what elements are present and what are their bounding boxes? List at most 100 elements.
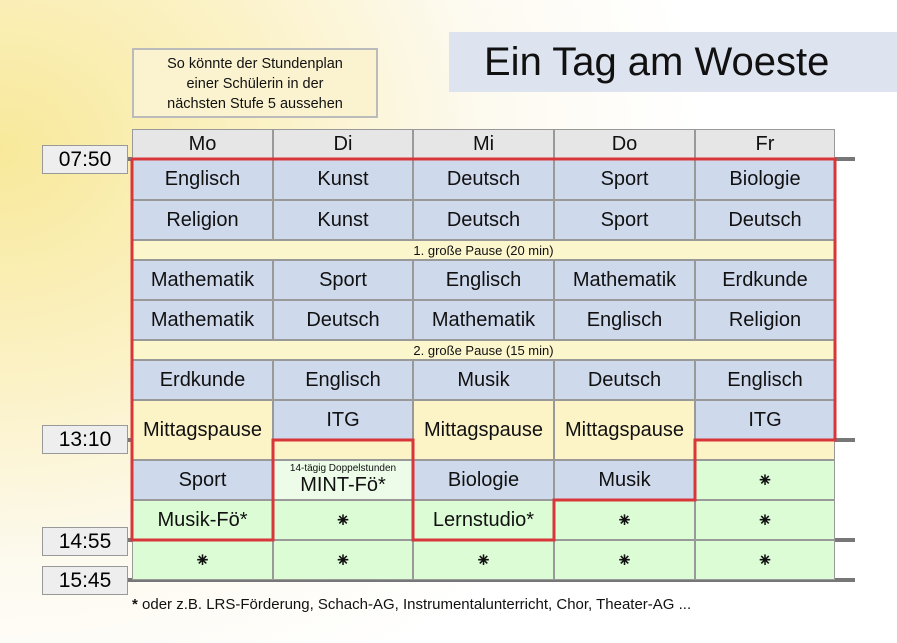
page-title: Ein Tag am Woeste (449, 32, 897, 92)
lesson-cell: Mittagspause (554, 400, 695, 460)
lesson-cell: Deutsch (413, 159, 554, 200)
lesson-cell: Mathematik (132, 300, 273, 340)
activity-placeholder-cell: ⁕ (695, 460, 835, 500)
lesson-cell: ITG (695, 400, 835, 440)
footnote-star: * (132, 596, 138, 613)
cell-text: Religion (166, 208, 239, 231)
lesson-cell: Lernstudio* (413, 500, 554, 540)
lesson-cell: Sport (132, 460, 273, 500)
cell-text: Biologie (729, 168, 801, 190)
lesson-cell: Deutsch (554, 360, 695, 400)
cell-text: Musik-Fö* (157, 508, 248, 531)
cell-text: Englisch (586, 308, 663, 331)
lesson-cell: Englisch (132, 159, 273, 200)
cell-text: ⁕ (334, 549, 352, 572)
lesson-cell: Biologie (413, 460, 554, 500)
break-row: 1. große Pause (20 min) (132, 240, 835, 260)
day-header: Fr (695, 129, 835, 160)
info-note: So könnte der Stundenplan einer Schüleri… (132, 48, 378, 118)
cell-text: Erdkunde (159, 368, 246, 391)
cell-text: Sport (600, 168, 649, 190)
day-header: Di (273, 129, 413, 160)
cell-text: ⁕ (194, 549, 211, 572)
mint-note: 14-tägig Doppelstunden (289, 463, 397, 474)
lesson-cell: Mittagspause (413, 400, 554, 460)
cell-text: Mathematik (572, 268, 677, 291)
note-line: einer Schülerin in der (186, 76, 324, 92)
cell-text: Mittagspause (143, 418, 262, 441)
activity-placeholder-cell: ⁕ (554, 500, 695, 540)
cell-text: Kunst (317, 168, 369, 190)
day-header: Mo (132, 129, 273, 160)
note-line: So könnte der Stundenplan (167, 56, 343, 72)
lesson-cell: Religion (132, 200, 273, 240)
activity-placeholder-cell: ⁕ (695, 540, 835, 580)
lesson-cell: Musik (413, 360, 554, 400)
cell-text: Mathematik (150, 268, 255, 291)
break-row: 2. große Pause (15 min) (132, 340, 835, 360)
cell-text: Sport (319, 268, 367, 291)
time-line (128, 578, 855, 582)
cell-text: Musik (598, 468, 651, 491)
lesson-cell: Erdkunde (132, 360, 273, 400)
activity-placeholder-cell: ⁕ (273, 500, 413, 540)
time-label: 07:50 (42, 145, 128, 174)
lesson-cell: 14-tägig Doppelstunden MINT-Fö* (273, 460, 413, 500)
activity-placeholder-cell: ⁕ (554, 540, 695, 580)
activity-placeholder-cell: ⁕ (273, 540, 413, 580)
cell-text: ⁕ (756, 509, 774, 532)
cell-text: Deutsch (446, 208, 521, 231)
cell-text: Englisch (445, 268, 522, 291)
cell-text: MINT-Fö* (300, 474, 386, 496)
lesson-cell: Sport (554, 200, 695, 240)
lesson-cell: Musik (554, 460, 695, 500)
lesson-cell: ITG (273, 400, 413, 440)
cell-text: Deutsch (728, 208, 802, 231)
empty-cell (273, 440, 413, 460)
lesson-cell: Religion (695, 300, 835, 340)
cell-text: Kunst (317, 208, 369, 231)
lesson-cell: Deutsch (695, 200, 835, 240)
cell-text: ⁕ (616, 509, 633, 532)
cell-text: Englisch (727, 368, 803, 391)
lesson-cell: Deutsch (413, 200, 554, 240)
cell-text: ⁕ (475, 549, 492, 572)
activity-placeholder-cell: ⁕ (413, 540, 554, 580)
cell-text: Musik (457, 368, 510, 391)
cell-text: Mittagspause (424, 418, 543, 441)
cell-text: ⁕ (756, 549, 774, 572)
footnote: * oder z.B. LRS-Förderung, Schach-AG, In… (132, 596, 691, 613)
cell-text: Deutsch (446, 168, 521, 190)
cell-text: Sport (600, 208, 649, 231)
time-label: 13:10 (42, 425, 128, 454)
lesson-cell: Biologie (695, 159, 835, 200)
lesson-cell: Sport (273, 260, 413, 300)
time-label: 15:45 (42, 566, 128, 595)
cell-text: Deutsch (587, 368, 662, 391)
lesson-cell: Sport (554, 159, 695, 200)
lesson-cell: Englisch (273, 360, 413, 400)
cell-text: ⁕ (616, 549, 633, 572)
cell-text: Mittagspause (565, 418, 684, 441)
cell-text: Mathematik (150, 308, 255, 331)
lesson-cell: Englisch (554, 300, 695, 340)
cell-text: Lernstudio* (432, 508, 535, 531)
footnote-text: oder z.B. LRS-Förderung, Schach-AG, Inst… (137, 596, 692, 613)
lesson-cell: Kunst (273, 200, 413, 240)
cell-text: Mathematik (431, 308, 536, 331)
lesson-cell: Mathematik (413, 300, 554, 340)
cell-text: ⁕ (334, 509, 352, 532)
cell-text: Deutsch (306, 308, 380, 331)
activity-placeholder-cell: ⁕ (132, 540, 273, 580)
cell-text: Erdkunde (722, 268, 808, 291)
lesson-cell: Mathematik (132, 260, 273, 300)
cell-text: Biologie (447, 468, 520, 491)
cell-text: Englisch (305, 368, 381, 391)
day-header: Mi (413, 129, 554, 160)
empty-cell (695, 440, 835, 460)
lesson-cell: Mathematik (554, 260, 695, 300)
cell-text: Englisch (164, 168, 241, 190)
lesson-cell: Deutsch (273, 300, 413, 340)
cell-text: ⁕ (756, 469, 774, 492)
lesson-cell: Kunst (273, 159, 413, 200)
